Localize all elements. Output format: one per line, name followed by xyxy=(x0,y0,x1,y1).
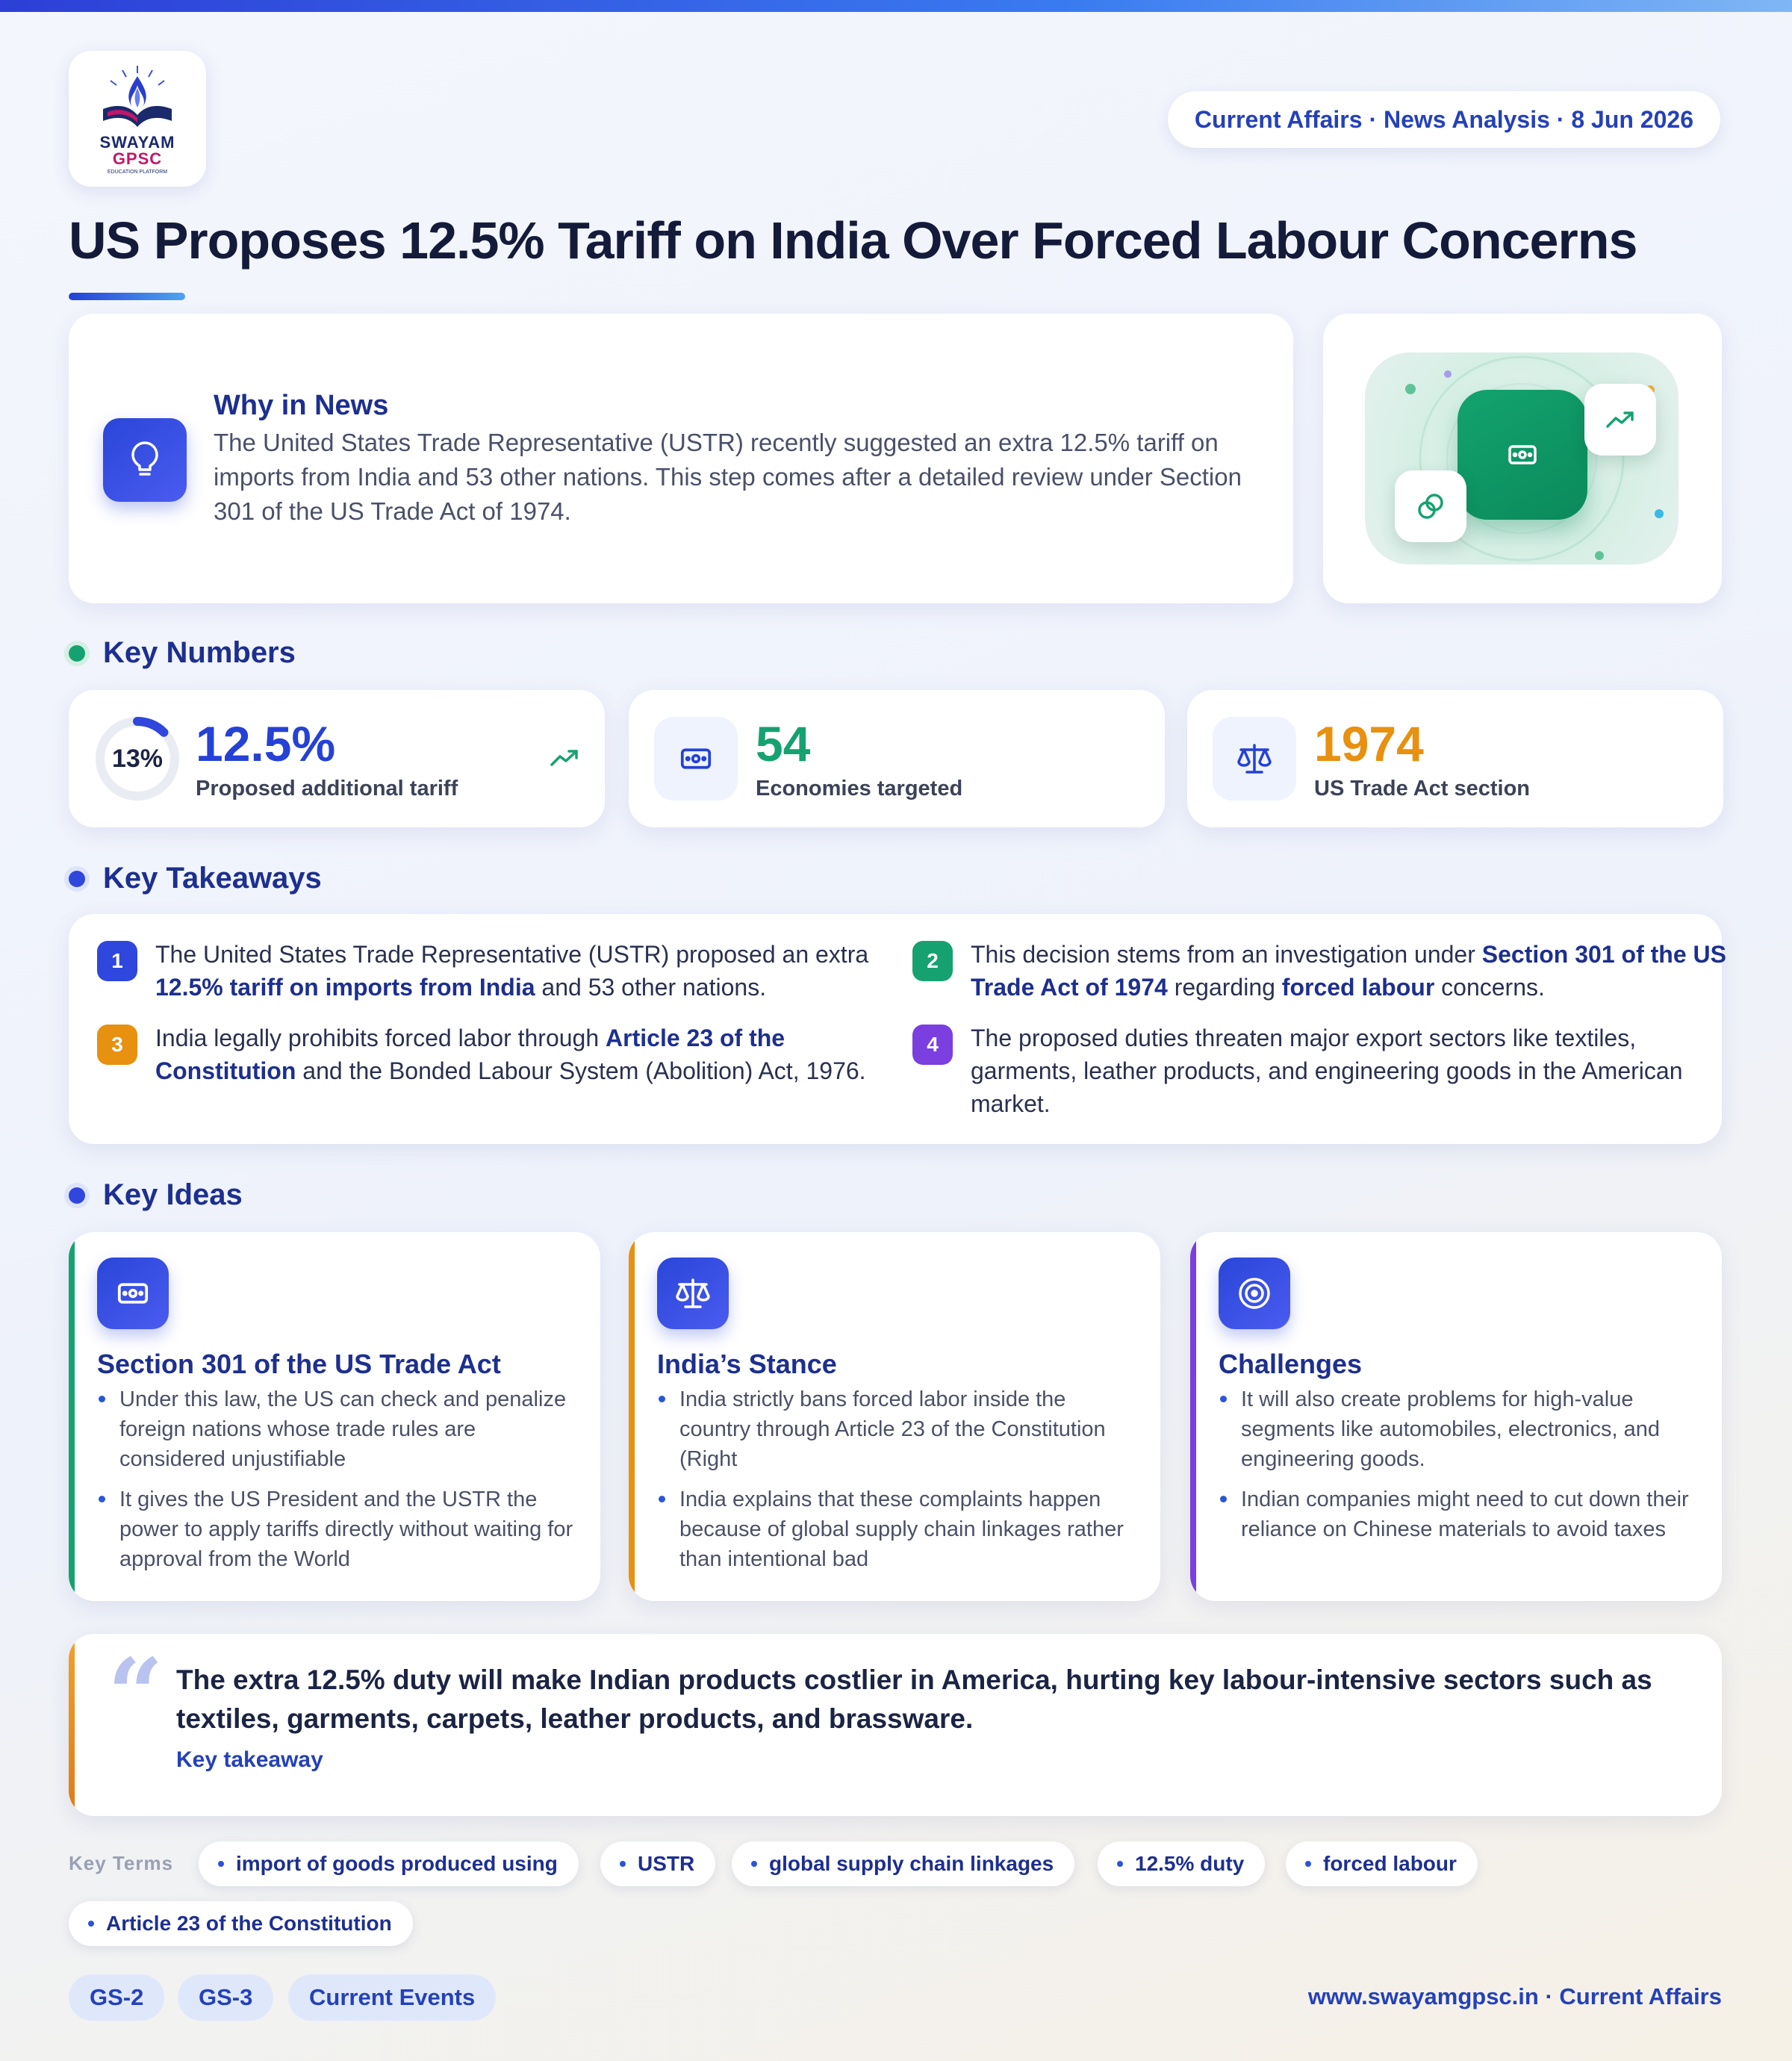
key-term-chip[interactable]: import of goods produced using xyxy=(199,1841,579,1886)
key-idea-title: Challenges xyxy=(1219,1349,1363,1379)
coins-icon xyxy=(1395,470,1466,542)
key-term-chip[interactable]: 12.5% duty xyxy=(1098,1841,1266,1886)
key-term-chip[interactable]: Article 23 of the Constitution xyxy=(69,1901,413,1946)
key-idea-point: Under this law, the US can check and pen… xyxy=(97,1384,575,1474)
logo-tagline: EDUCATION PLATFORM xyxy=(107,170,168,175)
target-icon xyxy=(1219,1258,1290,1329)
key-idea-card: Challenges It will also create problems … xyxy=(1190,1232,1722,1601)
key-number-card: 1974 US Trade Act section xyxy=(1187,690,1723,827)
key-idea-title: India’s Stance xyxy=(657,1349,837,1379)
key-takeaways-card: 1 The United States Trade Representative… xyxy=(69,914,1726,1144)
logo-text-gpsc: GPSC xyxy=(112,149,163,168)
logo-emblem-icon xyxy=(103,66,172,127)
trend-up-icon xyxy=(1584,384,1656,456)
key-number-value: 54 xyxy=(756,716,811,771)
scale-icon xyxy=(657,1258,729,1329)
key-idea-point: India explains that these complaints hap… xyxy=(657,1485,1135,1574)
logo-text-swayam: SWAYAM xyxy=(99,133,175,152)
why-in-news-text: The United States Trade Representative (… xyxy=(214,429,1242,525)
subject-tag[interactable]: GS-2 xyxy=(69,1974,165,2021)
key-idea-card: India’s Stance India strictly bans force… xyxy=(629,1232,1160,1601)
card-accent-stripe xyxy=(629,1232,635,1601)
key-number-value: 12.5% xyxy=(196,716,336,771)
key-idea-points: Under this law, the US can check and pen… xyxy=(97,1384,575,1585)
money-icon xyxy=(654,717,738,801)
decor-dot xyxy=(1595,551,1604,560)
takeaway-number: 2 xyxy=(912,941,953,981)
hero-illustration xyxy=(1323,314,1722,603)
key-idea-points: It will also create problems for high-va… xyxy=(1219,1384,1696,1555)
key-numbers-heading: Key Numbers xyxy=(69,636,296,670)
money-icon xyxy=(97,1258,169,1329)
decor-dot xyxy=(1444,370,1452,378)
key-term-chip[interactable]: forced labour xyxy=(1286,1841,1478,1886)
key-number-value: 1974 xyxy=(1314,716,1424,771)
footer-website-link[interactable]: www.swayamgpsc.in · Current Affairs xyxy=(1307,1983,1722,2009)
key-term-chip[interactable]: USTR xyxy=(600,1841,716,1886)
tariff-ring-label: 13% xyxy=(111,744,164,773)
trend-up-icon xyxy=(550,750,578,766)
dateline-badge: Current Affairs · News Analysis · 8 Jun … xyxy=(1167,91,1720,148)
page-title: US Proposes 12.5% Tariff on India Over F… xyxy=(69,211,1637,270)
card-accent-stripe xyxy=(69,1232,75,1601)
key-idea-card: Section 301 of the US Trade Act Under th… xyxy=(69,1232,600,1601)
takeaway-number: 3 xyxy=(97,1025,137,1065)
takeaway-item: India legally prohibits forced labor thr… xyxy=(155,1025,866,1084)
takeaway-item: The proposed duties threaten major expor… xyxy=(971,1025,1683,1117)
key-term-chip[interactable]: global supply chain linkages xyxy=(732,1841,1075,1886)
takeaway-number: 4 xyxy=(912,1025,953,1065)
tariff-progress-ring xyxy=(96,717,179,801)
title-underline xyxy=(69,293,185,300)
key-ideas-heading: Key Ideas xyxy=(69,1178,243,1212)
swayam-gpsc-logo[interactable]: SWAYAM GPSC EDUCATION PLATFORM xyxy=(69,51,206,187)
key-number-label: US Trade Act section xyxy=(1314,777,1531,801)
takeaway-number: 1 xyxy=(97,941,137,981)
subject-tag[interactable]: GS-3 xyxy=(178,1974,274,2021)
subject-tag[interactable]: Current Events xyxy=(288,1974,497,2021)
key-takeaways-heading: Key Takeaways xyxy=(69,862,322,895)
key-number-card: 13% 12.5% Proposed additional tariff xyxy=(69,690,605,827)
key-idea-point: It gives the US President and the USTR t… xyxy=(97,1485,575,1574)
decor-dot xyxy=(1655,509,1664,518)
key-terms-label: Key Terms xyxy=(69,1852,174,1874)
takeaway-item: The United States Trade Representative (… xyxy=(155,941,869,1001)
lightbulb-icon xyxy=(103,418,187,502)
key-idea-title: Section 301 of the US Trade Act xyxy=(97,1349,501,1379)
key-idea-point: Indian companies might need to cut down … xyxy=(1219,1485,1696,1544)
quote-caption: Key takeaway xyxy=(176,1747,323,1772)
takeaway-item: This decision stems from an investigatio… xyxy=(971,941,1726,1001)
why-in-news-card: Why in News The United States Trade Repr… xyxy=(69,314,1293,603)
key-number-label: Proposed additional tariff xyxy=(196,777,458,801)
scale-icon xyxy=(1213,717,1296,801)
why-in-news-heading: Why in News xyxy=(214,390,389,421)
key-idea-point: India strictly bans forced labor inside … xyxy=(657,1384,1135,1474)
top-accent-bar xyxy=(0,0,1792,12)
key-idea-point: It will also create problems for high-va… xyxy=(1219,1384,1696,1474)
key-idea-points: India strictly bans forced labor inside … xyxy=(657,1384,1135,1585)
quote-mark-icon: “ xyxy=(108,1637,164,1751)
key-number-label: Economies targeted xyxy=(756,777,963,801)
card-accent-stripe xyxy=(69,1634,75,1816)
quote-card: “ The extra 12.5% duty will make Indian … xyxy=(69,1634,1722,1816)
card-accent-stripe xyxy=(1190,1232,1196,1601)
quote-text: The extra 12.5% duty will make Indian pr… xyxy=(176,1664,1652,1734)
money-icon xyxy=(1457,390,1587,520)
decor-dot xyxy=(1405,384,1416,394)
key-number-card: 54 Economies targeted xyxy=(629,690,1165,827)
